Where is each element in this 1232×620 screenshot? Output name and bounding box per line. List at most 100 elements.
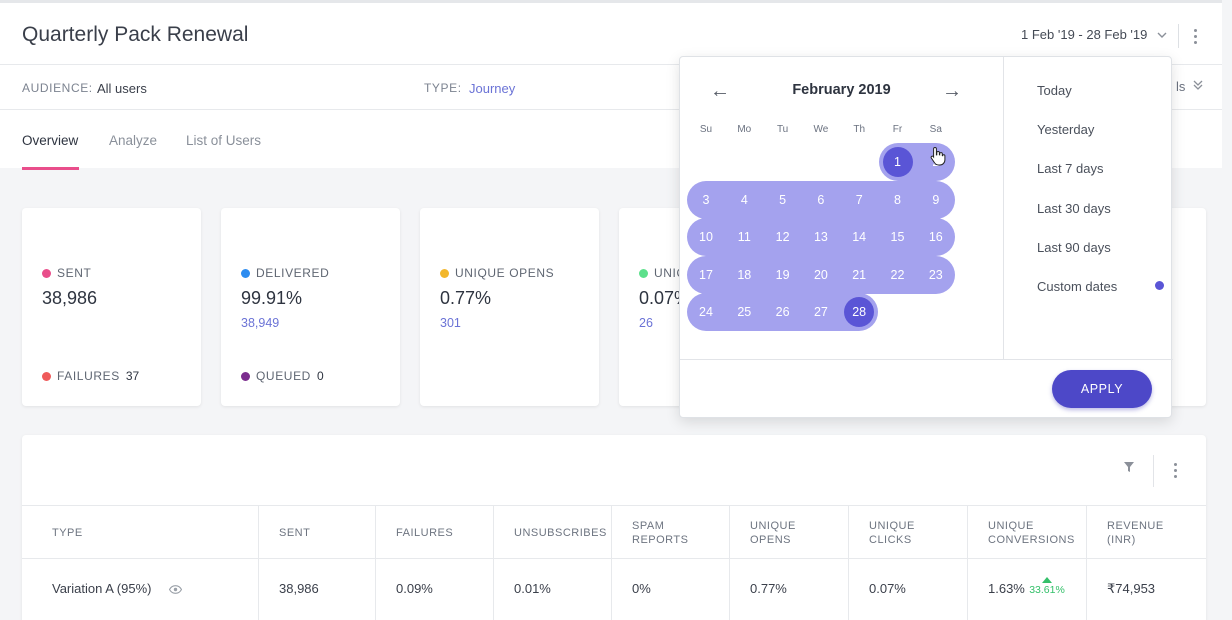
calendar-day[interactable]: 14 [852,230,867,245]
kebab-menu-icon[interactable] [1168,459,1182,481]
calendar-day[interactable]: 9 [932,192,940,207]
calendar-day[interactable]: 5 [779,192,787,207]
page-title: Quarterly Pack Renewal [22,23,249,46]
calendar-day[interactable]: 7 [855,192,863,207]
selected-radio-dot [1155,281,1164,290]
stat-sub-value: 301 [440,316,461,330]
stat-foot-label: QUEUED [256,369,311,383]
spam-cell: 0% [632,581,651,596]
failures-cell: 0.09% [396,581,433,596]
stat-label: UNIQUE OPENS [455,266,555,280]
column-header[interactable]: SPAM REPORTS [632,520,689,546]
status-dot [241,268,250,278]
preset-last-30-days[interactable]: Last 30 days [1037,201,1111,216]
column-header[interactable]: SENT [279,527,311,539]
status-dot [440,268,449,278]
calendar-day[interactable]: 21 [852,267,867,282]
column-header[interactable]: UNIQUE CONVERSIONS [988,520,1075,546]
date-range-picker[interactable]: 1 Feb '19 - 28 Feb '19 [1021,27,1167,42]
up-triangle-icon [1042,577,1052,583]
date-range-label: 1 Feb '19 - 28 Feb '19 [1021,27,1148,42]
delta-value: 33.61% [1029,584,1065,596]
calendar-day[interactable]: 19 [775,267,790,282]
calendar-day[interactable]: 13 [813,230,828,245]
calendar-day[interactable]: 18 [737,267,752,282]
calendar-day[interactable]: 23 [928,267,943,282]
calendar-day[interactable]: 17 [699,267,713,282]
status-dot [241,371,250,381]
audience-label: AUDIENCE: [22,81,93,95]
stat-label: DELIVERED [256,266,330,280]
conversions-cell: 1.63% [988,581,1025,596]
weekday-label: Mo [737,124,752,135]
active-tab-indicator [22,167,79,170]
preset-last-7-days[interactable]: Last 7 days [1037,161,1104,176]
calendar-day[interactable]: 27 [813,305,828,320]
eye-icon[interactable] [168,582,183,597]
column-header[interactable]: UNIQUE OPENS [750,520,796,546]
arrow-right-icon[interactable]: → [942,80,962,102]
calendar-day[interactable]: 26 [775,305,790,320]
preset-today[interactable]: Today [1037,83,1072,98]
date-picker-popup: ← February 2019 → 1234567891011121314151… [679,56,1173,418]
tab-bar: Overview Analyze List of Users [0,111,1222,171]
calendar-day[interactable]: 10 [699,230,713,245]
stat-value: 0.07% [639,288,691,308]
stat-value: 0.77% [440,288,492,308]
date-range-band [687,255,955,294]
column-header[interactable]: TYPE [52,527,83,539]
details-toggle-label: ls [1176,79,1186,94]
calendar-day[interactable]: 6 [817,192,825,207]
calendar-day[interactable]: 1 [882,147,913,177]
divider [1178,24,1179,48]
arrow-left-icon[interactable]: ← [710,80,730,102]
sent-cell: 38,986 [279,581,319,596]
hand-cursor-icon [930,146,946,171]
type-value[interactable]: Journey [469,81,516,96]
kebab-menu-icon[interactable] [1188,24,1202,48]
calendar-day[interactable]: 12 [775,230,790,245]
tab-overview[interactable]: Overview [22,133,79,148]
tab-analyze[interactable]: Analyze [109,133,158,148]
details-toggle[interactable]: ls [1176,79,1203,94]
opens-cell: 0.77% [750,581,787,596]
weekday-label: Th [853,124,866,135]
calendar-day[interactable]: 20 [813,267,828,282]
clicks-cell: 0.07% [869,581,906,596]
calendar-day[interactable]: 25 [737,305,752,320]
calendar-day[interactable]: 16 [928,230,943,245]
column-header[interactable]: REVENUE (INR) [1107,520,1164,546]
apply-button[interactable]: APPLY [1052,370,1152,408]
calendar-day[interactable]: 4 [740,192,748,207]
calendar-day[interactable]: 28 [844,297,875,328]
double-chevron-icon [1193,79,1203,94]
preset-custom-dates[interactable]: Custom dates [1037,279,1118,294]
preset-last-90-days[interactable]: Last 90 days [1037,240,1111,255]
stat-card-unique-opens: UNIQUE OPENS 0.77% 301 [420,208,599,406]
variations-table-panel: TYPE SENT FAILURES UNSUBSCRIBES SPAM REP… [22,435,1206,620]
calendar-day[interactable]: 11 [737,230,751,245]
calendar-day[interactable]: 24 [699,305,713,320]
calendar-day[interactable]: 22 [890,267,905,282]
conversion-delta: 33.61% [1027,577,1067,596]
meta-row: AUDIENCE: All users TYPE: Journey ls [0,64,1222,110]
weekday-label: Sa [929,124,942,135]
tab-list-of-users[interactable]: List of Users [186,133,262,148]
revenue-cell: ₹74,953 [1107,581,1156,596]
preset-yesterday[interactable]: Yesterday [1037,122,1095,137]
table-header: TYPE SENT FAILURES UNSUBSCRIBES SPAM REP… [22,505,1206,559]
weekday-label: Tu [776,124,789,135]
column-header[interactable]: FAILURES [396,527,454,539]
calendar-month-title: February 2019 [792,82,891,98]
column-header[interactable]: UNIQUE CLICKS [869,520,915,546]
column-header[interactable]: UNSUBSCRIBES [514,527,607,539]
stat-value: 99.91% [241,288,303,308]
calendar-day[interactable]: 15 [890,230,905,245]
calendar-day[interactable]: 3 [702,192,710,207]
date-range-band [687,218,955,257]
filter-icon[interactable] [1122,460,1136,474]
status-dot [42,371,51,381]
calendar-day[interactable]: 8 [894,192,901,207]
stat-label: SENT [57,266,92,280]
stat-label: UNIQ [654,266,687,280]
